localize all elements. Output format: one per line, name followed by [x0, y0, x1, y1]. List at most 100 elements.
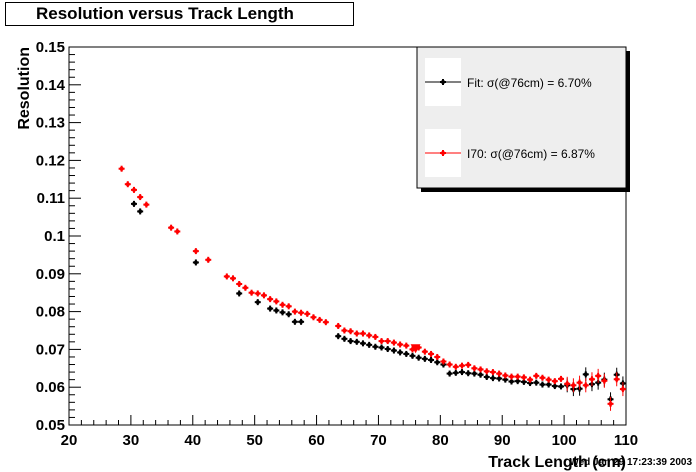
data-point	[230, 275, 237, 282]
data-point	[409, 352, 416, 359]
data-point-core	[237, 291, 242, 296]
data-point-core	[589, 377, 594, 382]
data-point	[434, 353, 441, 360]
data-point-core	[466, 362, 471, 367]
data-point	[304, 310, 311, 317]
data-point	[415, 354, 422, 361]
data-point-core	[138, 195, 143, 200]
data-point	[403, 342, 410, 349]
x-tick-label: 100	[552, 432, 577, 449]
data-point	[353, 338, 360, 345]
data-point-core	[125, 182, 130, 187]
data-point-core	[503, 373, 508, 378]
data-point	[347, 338, 354, 345]
data-point	[564, 376, 571, 391]
data-point-core	[596, 373, 601, 378]
data-point	[514, 378, 521, 385]
data-point-core	[422, 356, 427, 361]
data-point	[359, 340, 366, 347]
data-point	[440, 358, 447, 365]
y-tick-label: 0.14	[36, 77, 66, 94]
data-point-core	[534, 373, 539, 378]
data-point	[452, 369, 459, 376]
y-tick-label: 0.1	[44, 228, 65, 245]
data-point-core	[515, 379, 520, 384]
data-point-core	[255, 291, 260, 296]
data-point-core	[280, 302, 285, 307]
data-point	[310, 314, 317, 321]
data-point-core	[404, 351, 409, 356]
data-point	[601, 373, 608, 388]
data-point-core	[249, 290, 254, 295]
data-point-core	[286, 312, 291, 317]
data-point	[242, 284, 249, 291]
data-point-core	[385, 339, 390, 344]
data-point-core	[540, 382, 545, 387]
data-point	[489, 369, 496, 376]
data-point	[428, 350, 435, 357]
data-point	[428, 356, 435, 363]
data-point-core	[379, 339, 384, 344]
legend-label: I70: σ(@76cm) = 6.87%	[467, 147, 595, 161]
data-point	[539, 381, 546, 388]
data-point-core	[274, 308, 279, 313]
data-point-core	[119, 166, 124, 171]
data-point	[397, 341, 404, 348]
data-point	[273, 307, 280, 314]
y-tick-label: 0.08	[36, 304, 65, 321]
data-point	[508, 373, 515, 380]
data-point-core	[441, 80, 445, 84]
data-point	[471, 370, 478, 377]
data-point	[130, 200, 137, 207]
data-point-core	[528, 377, 533, 382]
data-point-core	[268, 297, 273, 302]
data-point-core	[459, 363, 464, 368]
data-point	[347, 328, 354, 335]
y-tick-label: 0.13	[36, 115, 65, 132]
data-point	[118, 165, 125, 172]
data-point-core	[416, 355, 421, 360]
data-point	[496, 370, 503, 377]
data-point-core	[317, 317, 322, 322]
data-point-core	[577, 380, 582, 385]
data-point-core	[360, 341, 365, 346]
data-point	[341, 335, 348, 342]
data-point	[236, 290, 243, 297]
data-point-core	[206, 257, 211, 262]
data-point	[267, 296, 274, 303]
data-point-core	[299, 319, 304, 324]
data-point-core	[131, 187, 136, 192]
data-point	[291, 308, 298, 315]
data-point	[397, 349, 404, 356]
data-point	[465, 370, 472, 377]
data-point-core	[503, 377, 508, 382]
data-point-core	[490, 376, 495, 381]
data-point-core	[138, 209, 143, 214]
data-point-core	[429, 351, 434, 356]
y-tick-label: 0.06	[36, 379, 65, 396]
data-point	[260, 292, 267, 299]
data-point-core	[336, 334, 341, 339]
data-point-core	[274, 299, 279, 304]
data-point	[372, 333, 379, 340]
data-point-core	[441, 359, 446, 364]
data-point	[137, 194, 144, 201]
data-point	[366, 332, 373, 339]
data-point-core	[354, 339, 359, 344]
data-point	[477, 371, 484, 378]
data-point	[545, 376, 552, 383]
data-point	[483, 373, 490, 380]
x-tick-label: 90	[494, 432, 511, 449]
data-point	[174, 228, 181, 235]
data-point	[421, 348, 428, 355]
data-point	[316, 316, 323, 323]
data-point-core	[286, 304, 291, 309]
data-point	[285, 311, 292, 318]
data-point	[248, 289, 255, 296]
data-point	[384, 346, 391, 353]
x-tick-label: 70	[370, 432, 387, 449]
data-point	[570, 378, 577, 393]
data-point-core	[546, 382, 551, 387]
data-point	[137, 208, 144, 215]
data-point-core	[484, 369, 489, 374]
